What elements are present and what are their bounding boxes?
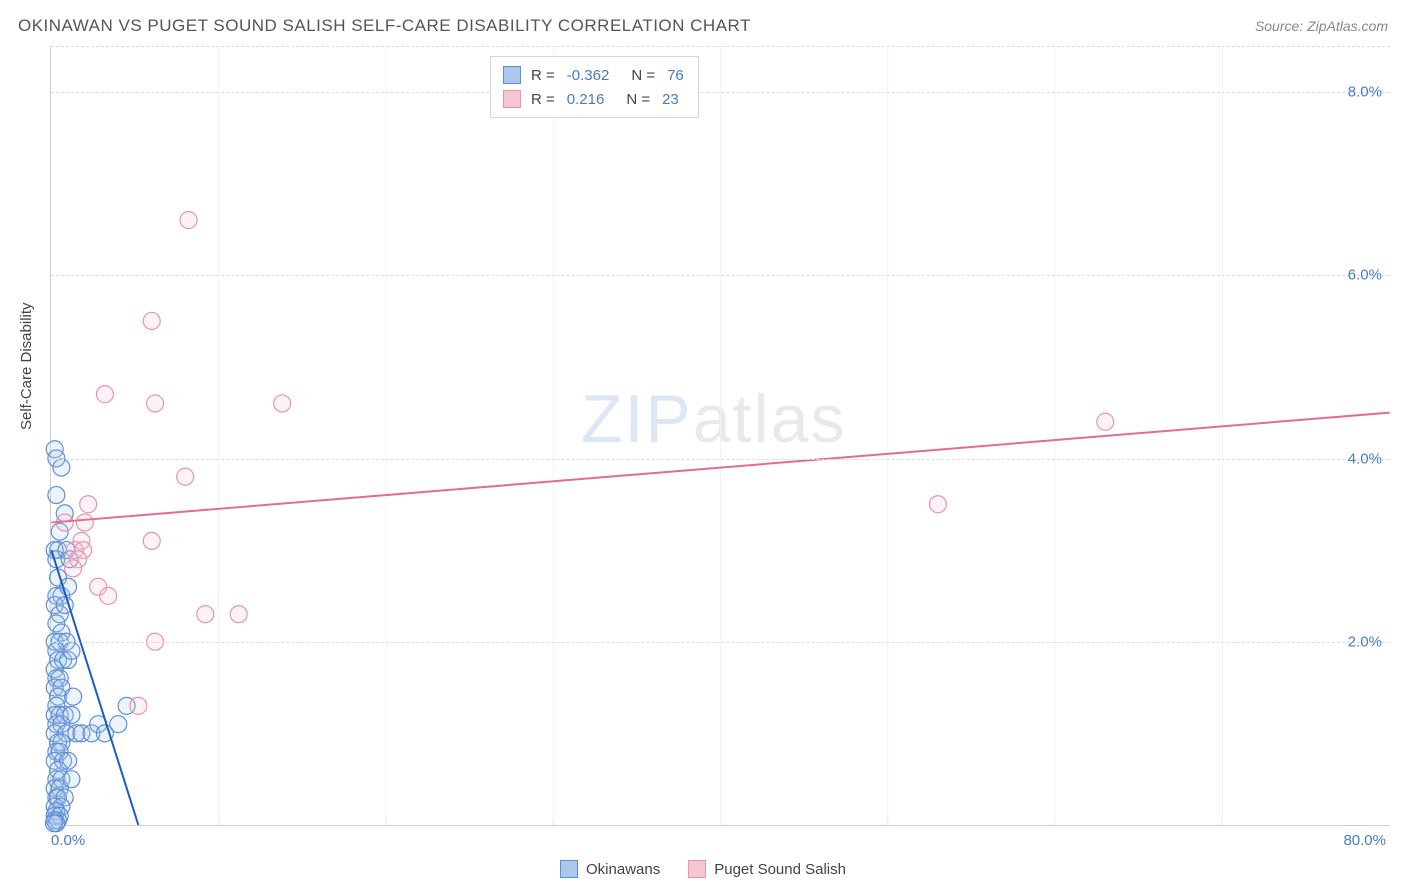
data-point [180, 212, 197, 229]
data-point [197, 606, 214, 623]
data-point [177, 468, 194, 485]
source-label: Source: ZipAtlas.com [1255, 18, 1388, 34]
data-point [63, 771, 80, 788]
grid-line-h [51, 275, 1390, 276]
y-tick-label: 6.0% [1348, 267, 1382, 284]
legend-r-value: 0.216 [567, 91, 605, 108]
grid-line-h [51, 46, 1390, 47]
chart-svg [51, 46, 1390, 825]
data-point [100, 587, 117, 604]
x-legend: Okinawans Puget Sound Salish [0, 860, 1406, 878]
legend-n-label: N = [631, 67, 655, 84]
legend-r-label: R = [531, 67, 555, 84]
data-point [110, 716, 127, 733]
data-point [130, 697, 147, 714]
data-point [230, 606, 247, 623]
grid-line-h [51, 642, 1390, 643]
x-tick-label: 80.0% [1343, 832, 1386, 849]
y-tick-label: 8.0% [1348, 83, 1382, 100]
data-point [147, 395, 164, 412]
chart-title: OKINAWAN VS PUGET SOUND SALISH SELF-CARE… [18, 16, 751, 36]
legend-n-value: 76 [667, 67, 684, 84]
x-tick-label: 0.0% [51, 832, 85, 849]
y-axis-label: Self-Care Disability [18, 302, 35, 430]
data-point [48, 487, 65, 504]
x-legend-swatch [688, 860, 706, 878]
legend-row: R = 0.216 N = 23 [503, 87, 686, 111]
legend-r-label: R = [531, 91, 555, 108]
legend-swatch [503, 90, 521, 108]
data-point [929, 496, 946, 513]
x-legend-label: Puget Sound Salish [714, 861, 846, 878]
data-point [76, 514, 93, 531]
legend-swatch [503, 66, 521, 84]
data-point [45, 815, 62, 832]
x-legend-item: Puget Sound Salish [688, 860, 846, 878]
legend-n-label: N = [626, 91, 650, 108]
data-point [96, 386, 113, 403]
data-point [53, 459, 70, 476]
legend-r-value: -0.362 [567, 67, 610, 84]
data-point [143, 312, 160, 329]
title-bar: OKINAWAN VS PUGET SOUND SALISH SELF-CARE… [18, 16, 1388, 36]
data-point [143, 532, 160, 549]
legend-row: R = -0.362 N = 76 [503, 63, 686, 87]
x-legend-item: Okinawans [560, 860, 660, 878]
data-point [65, 688, 82, 705]
x-legend-label: Okinawans [586, 861, 660, 878]
data-point [65, 560, 82, 577]
y-tick-label: 2.0% [1348, 634, 1382, 651]
grid-line-h [51, 92, 1390, 93]
data-point [1097, 413, 1114, 430]
y-tick-label: 4.0% [1348, 450, 1382, 467]
legend-box: R = -0.362 N = 76 R = 0.216 N = 23 [490, 56, 699, 118]
data-point [63, 642, 80, 659]
plot-area: ZIPatlas 2.0%4.0%6.0%8.0%0.0%80.0% [50, 46, 1390, 826]
x-legend-swatch [560, 860, 578, 878]
data-point [274, 395, 291, 412]
legend-n-value: 23 [662, 91, 679, 108]
data-point [80, 496, 97, 513]
grid-line-h [51, 459, 1390, 460]
